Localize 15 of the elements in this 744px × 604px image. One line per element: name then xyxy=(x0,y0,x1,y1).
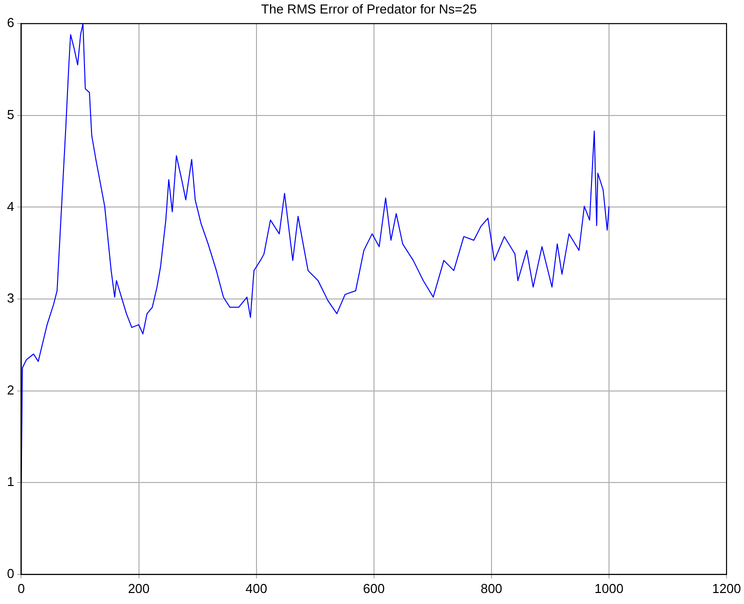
chart-title: The RMS Error of Predator for Ns=25 xyxy=(261,1,477,16)
y-tick-label: 2 xyxy=(6,382,14,398)
y-tick-label: 5 xyxy=(6,106,14,122)
y-tick-label: 1 xyxy=(6,474,14,490)
x-tick-label: 400 xyxy=(245,580,268,596)
x-tick-label: 200 xyxy=(128,580,150,596)
x-tick-label: 600 xyxy=(363,580,385,596)
y-tick-label: 3 xyxy=(6,290,14,306)
x-tick-label: 1200 xyxy=(712,580,741,596)
x-tick-label: 1000 xyxy=(594,580,624,596)
x-tick-label: 800 xyxy=(480,580,502,596)
y-tick-label: 4 xyxy=(6,198,14,214)
x-tick-label: 0 xyxy=(18,580,25,596)
y-tick-label: 6 xyxy=(6,15,14,30)
y-tick-label: 0 xyxy=(6,566,14,581)
